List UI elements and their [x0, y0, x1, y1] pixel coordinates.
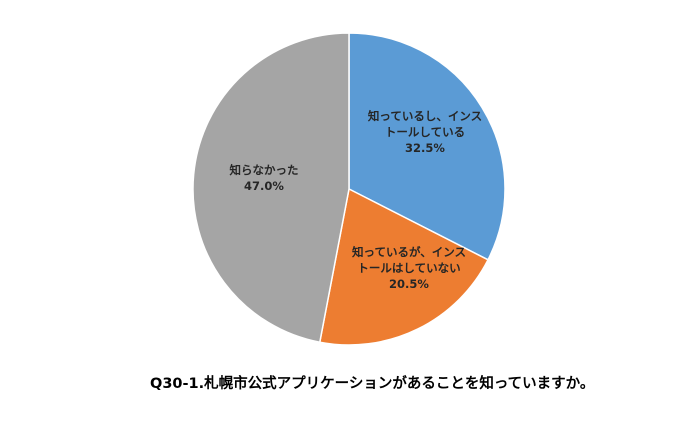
- slice-category-label: トールはしていない: [357, 261, 460, 275]
- slice-labels: 知っているし、インストールしている 32.5% 知っているが、インストールはしていな…: [229, 109, 483, 291]
- chart-title: Q30-1.札幌市公式アプリケーションがあることを知っていますか。: [150, 376, 595, 392]
- slice-category-label: 知っているが、インス: [351, 245, 466, 259]
- slice-unaware: [192, 32, 350, 344]
- label-unaware: 知らなかった 47.0%: [229, 163, 299, 193]
- label-installed: 知っているし、インストールしている 32.5%: [367, 109, 482, 155]
- slice-installed: [348, 32, 506, 261]
- label-not-installed: 知っているが、インストールはしていない 20.5%: [351, 245, 466, 291]
- slice-category-label: 知らなかった: [229, 163, 299, 177]
- slice-category-label: 知っているし、インス: [367, 109, 482, 123]
- slice-not-installed: [318, 187, 490, 346]
- slice-value-label: 32.5%: [405, 141, 445, 155]
- slice-value-label: 20.5%: [389, 277, 429, 291]
- pie-slices: [192, 32, 506, 346]
- slice-category-label: トールしている: [385, 125, 465, 139]
- slice-value-label: 47.0%: [244, 179, 284, 193]
